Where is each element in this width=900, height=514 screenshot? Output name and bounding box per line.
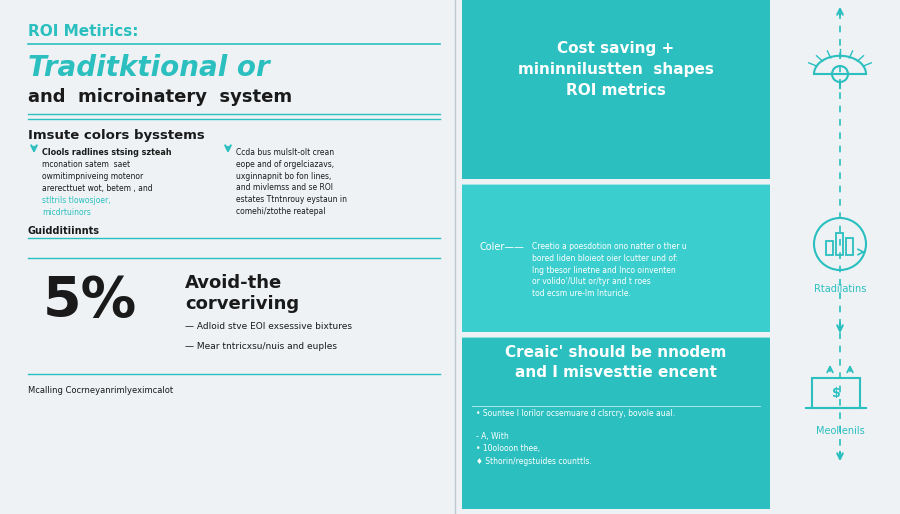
Text: Coler——: Coler—— [480,242,525,252]
Text: — Mear tntricxsu/nuis and euples: — Mear tntricxsu/nuis and euples [185,342,337,351]
Text: stltrils tlowosjoer,
micdrtuinors: stltrils tlowosjoer, micdrtuinors [42,196,111,217]
Text: Creetio a poesdotion ono natter o ther u
bored liden bloieot oier lcutter und of: Creetio a poesdotion ono natter o ther u… [532,242,687,298]
Bar [462,184,770,332]
Text: ROI Metirics:: ROI Metirics: [28,24,139,39]
Bar [462,0,770,179]
Text: Clools radlines stsing szteah: Clools radlines stsing szteah [42,148,172,157]
Bar [812,378,860,408]
Text: Meollenils: Meollenils [815,426,864,436]
Text: Imsute colors bysstems: Imsute colors bysstems [28,129,205,142]
Bar [462,337,770,509]
Text: • Sountee l lorilor ocsemuare d clsrcry, bovole aual.: • Sountee l lorilor ocsemuare d clsrcry,… [476,409,675,418]
Text: Ccda bus mulslt-olt crean
eope and of orgelciazavs,
uxginnapnit bo fon lines,
an: Ccda bus mulslt-olt crean eope and of or… [236,148,347,216]
Text: Cost saving +
mininnilustten  shapes
ROI metrics: Cost saving + mininnilustten shapes ROI … [518,41,714,98]
Text: Rtadilatins: Rtadilatins [814,284,866,294]
Text: Mcalling Cocrneyanrimlyeximcalot: Mcalling Cocrneyanrimlyeximcalot [28,386,173,395]
Text: — Adloid stve EOI exsessive bixtures: — Adloid stve EOI exsessive bixtures [185,322,352,331]
Text: $: $ [832,387,841,399]
Bar [826,241,833,255]
Text: - A, With
• 10olooon thee,
♦ Sthorin/regstuides counttls.: - A, With • 10olooon thee, ♦ Sthorin/reg… [476,432,592,466]
Bar [836,233,843,255]
Text: Avoid-the
corveriving: Avoid-the corveriving [185,274,299,313]
Text: and  microinatery  system: and microinatery system [28,88,292,106]
Text: Guidditiinnts: Guidditiinnts [28,226,100,236]
Text: Creaic' should be nnodem
and I misvesttie encent: Creaic' should be nnodem and I misvestti… [505,345,726,380]
Bar [846,238,853,255]
Text: 5%: 5% [43,274,137,328]
Text: Traditktional or: Traditktional or [28,54,270,82]
Text: mconation satem  saet
owmitimpniveing motenor
arerecttuet wot, betem , and: mconation satem saet owmitimpniveing mot… [42,160,153,193]
